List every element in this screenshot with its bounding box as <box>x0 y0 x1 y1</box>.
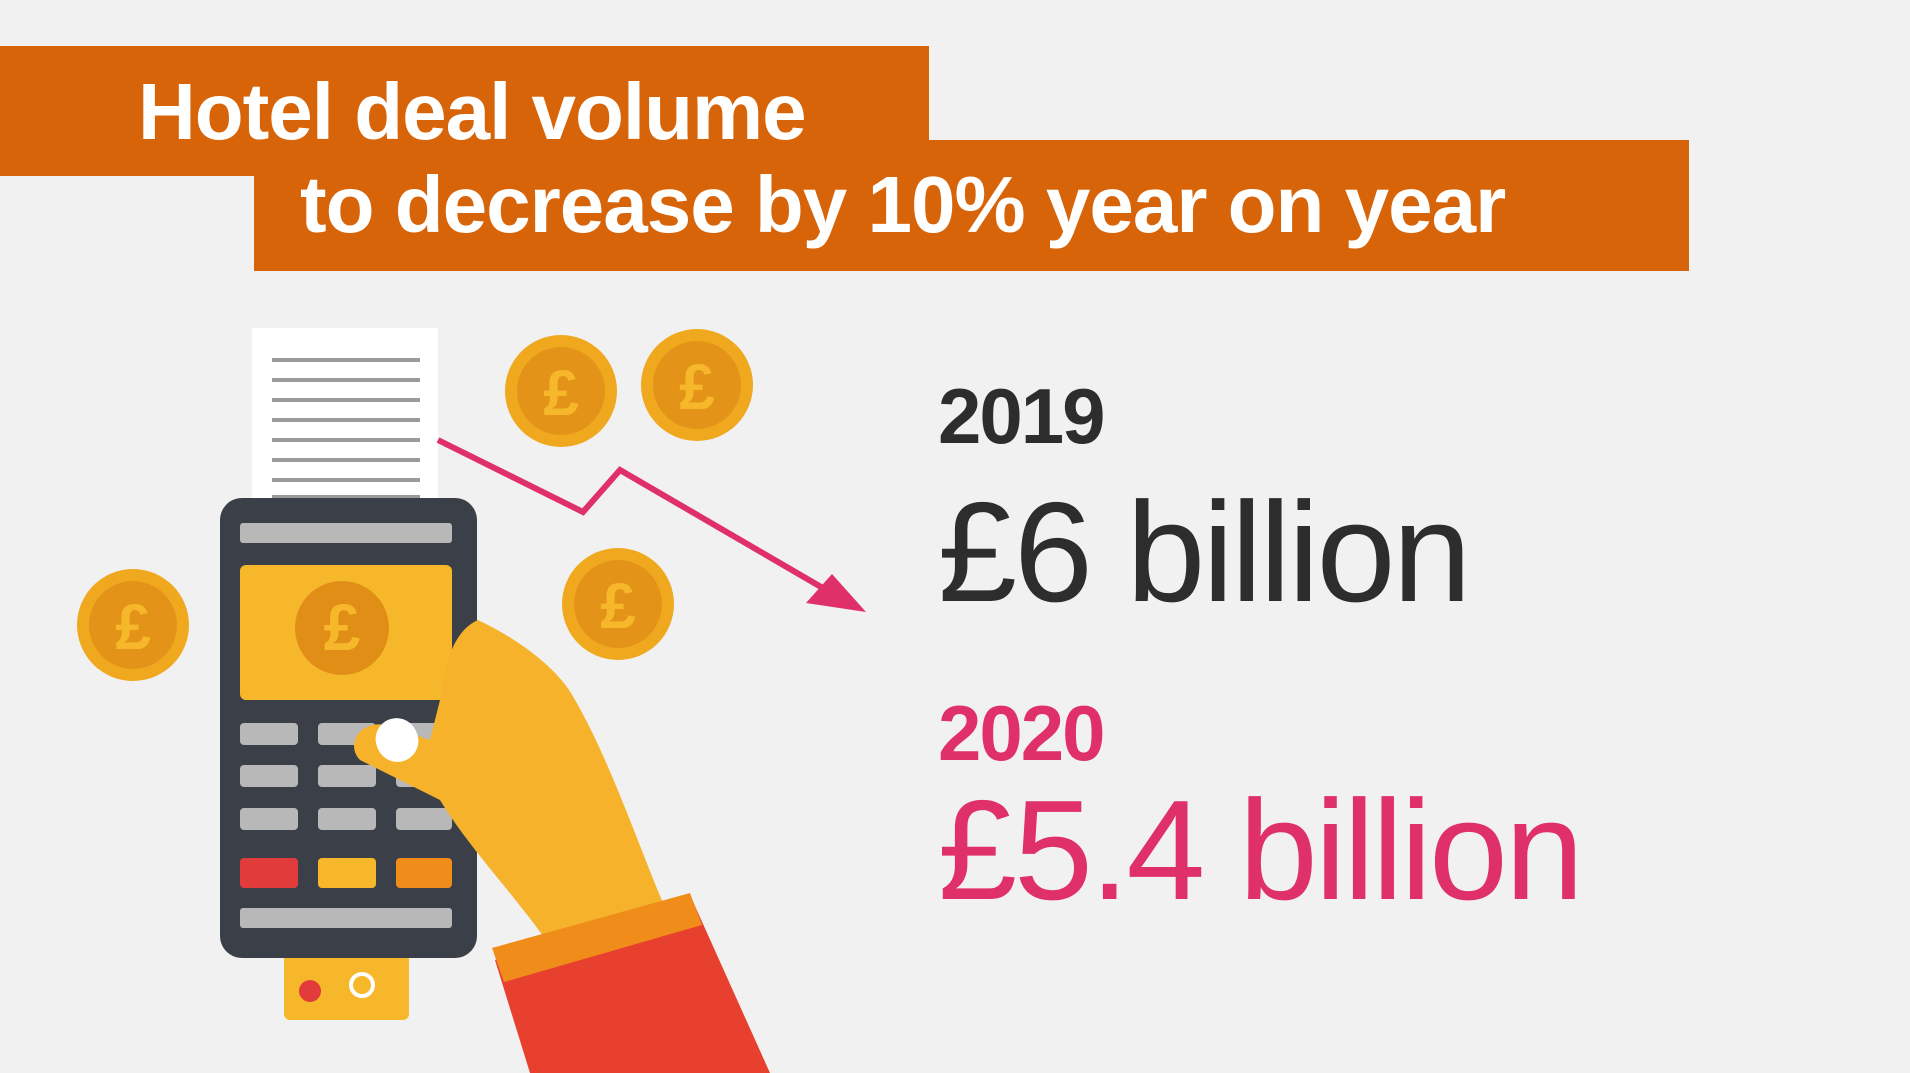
pound-coin-icon: £ <box>562 548 674 660</box>
headline-line-2: to decrease by 10% year on year <box>300 160 1506 249</box>
pound-coin-icon: £ <box>641 329 753 441</box>
year-2020-label: 2020 <box>938 689 1106 777</box>
card-terminal-icon: £ <box>220 498 477 958</box>
headline-line-1: Hotel deal volume <box>138 67 807 156</box>
svg-text:£: £ <box>115 591 151 663</box>
pound-coin-icon: £ <box>505 335 617 447</box>
svg-text:£: £ <box>600 570 636 642</box>
amount-2019-value: £6 billion <box>938 473 1472 632</box>
year-2019-label: 2019 <box>938 372 1106 460</box>
svg-text:£: £ <box>543 357 579 429</box>
title-banner-bottom <box>254 140 1689 271</box>
down-trend-arrow-icon <box>436 437 866 612</box>
pound-coin-icon: £ <box>77 569 189 681</box>
svg-text:£: £ <box>679 351 715 423</box>
hand-icon <box>354 620 770 1073</box>
payment-illustration: £ £ £ <box>77 328 866 1073</box>
svg-text:£: £ <box>324 590 361 664</box>
amount-2020-value: £5.4 billion <box>938 771 1584 930</box>
